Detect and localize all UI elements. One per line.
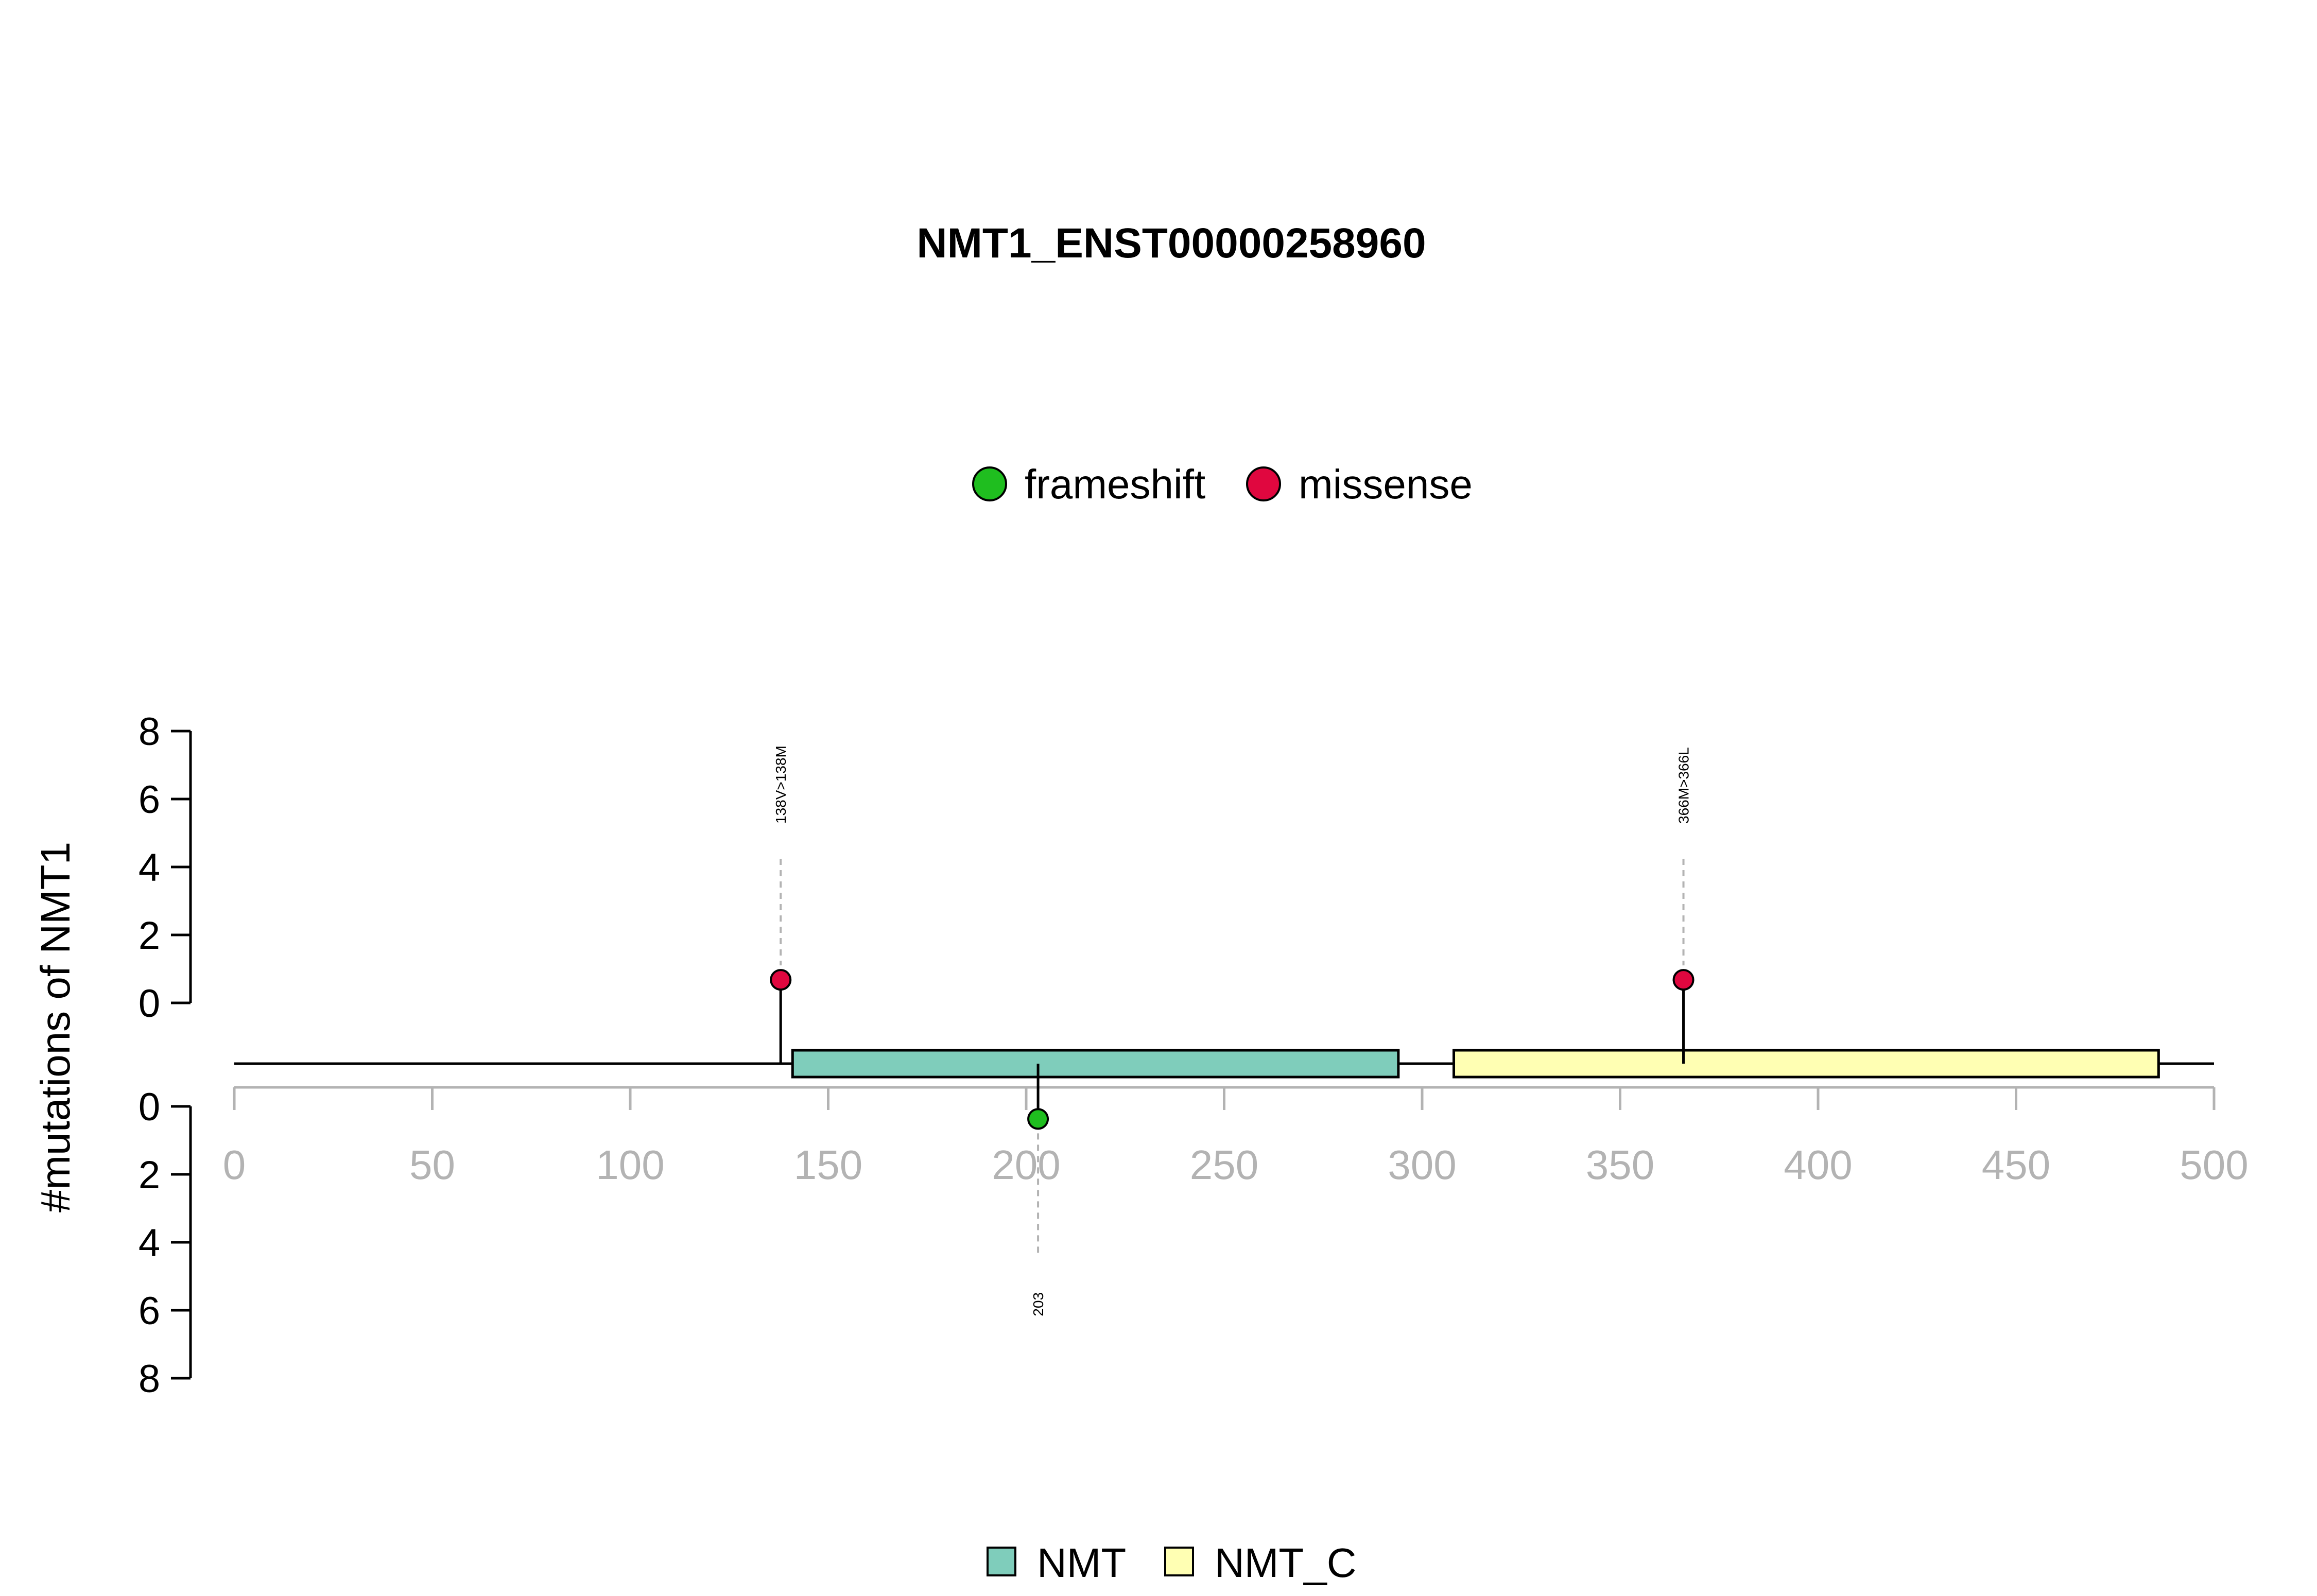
x-tick-label-450: 450 — [1982, 1142, 2050, 1188]
legend-label-nmt: NMT — [1037, 1540, 1126, 1586]
y-tick-label-top-8: 8 — [139, 710, 160, 754]
legend-item-nmt: NMT — [987, 1540, 1126, 1586]
y-tick-label-bottom-0: 0 — [139, 1085, 160, 1129]
y-tick-label-top-2: 2 — [139, 914, 160, 958]
mutation-366m-366l: 366M>366L — [1672, 747, 1694, 1064]
mutation-label-203: 203 — [1030, 1292, 1046, 1316]
legend-swatch-nmt-c — [1164, 1547, 1194, 1576]
mutation-point-203 — [1027, 1108, 1049, 1130]
y-axis-label: #mutations of NMT1 — [32, 842, 78, 1212]
x-tick-label-400: 400 — [1784, 1142, 1852, 1188]
x-tick-label-50: 50 — [409, 1142, 455, 1188]
x-tick-label-350: 350 — [1586, 1142, 1654, 1188]
legend-label-nmt-c: NMT_C — [1215, 1540, 1357, 1586]
y-tick-label-top-6: 6 — [139, 778, 160, 822]
mutation-legend: frameshift missense — [972, 461, 1473, 507]
y-tick-label-top-0: 0 — [139, 982, 160, 1026]
chart-title: NMT1_ENST00000258960 — [917, 220, 1426, 267]
mutation-138v-138m: 138V>138M — [770, 745, 792, 1064]
x-tick-label-150: 150 — [794, 1142, 862, 1188]
legend-label-missense: missense — [1299, 461, 1473, 507]
y-tick-label-bottom-6: 6 — [139, 1289, 160, 1333]
x-tick-label-300: 300 — [1388, 1142, 1456, 1188]
legend-item-nmt-c: NMT_C — [1164, 1540, 1357, 1586]
mutation-lollipops: 138V>138M 366M>366L 203 — [770, 745, 1694, 1316]
mutation-point-366m-366l — [1672, 969, 1694, 991]
y-tick-label-top-4: 4 — [139, 846, 160, 890]
legend-marker-frameshift — [972, 466, 1007, 501]
y-axis-bottom: 0 2 4 6 8 — [139, 1085, 192, 1401]
x-tick-label-250: 250 — [1190, 1142, 1258, 1188]
legend-item-missense: missense — [1246, 461, 1473, 507]
legend-item-frameshift: frameshift — [972, 461, 1205, 507]
y-axis-top: 0 2 4 6 8 — [139, 710, 192, 1026]
legend-swatch-nmt — [987, 1547, 1016, 1576]
y-tick-label-bottom-8: 8 — [139, 1357, 160, 1401]
y-tick-label-bottom-2: 2 — [139, 1153, 160, 1197]
y-tick-label-bottom-4: 4 — [139, 1221, 160, 1265]
mutation-203: 203 — [1027, 1064, 1049, 1316]
domain-nmt — [791, 1049, 1400, 1079]
legend-label-frameshift: frameshift — [1025, 461, 1205, 507]
mutation-label-138v-138m: 138V>138M — [773, 745, 789, 824]
x-tick-label-200: 200 — [992, 1142, 1060, 1188]
mutation-label-366m-366l: 366M>366L — [1676, 747, 1692, 824]
x-tick-label-100: 100 — [596, 1142, 664, 1188]
domain-legend: NMT NMT_C — [987, 1540, 1357, 1586]
x-tick-label-0: 0 — [223, 1142, 246, 1188]
domain-boxes — [791, 1049, 2160, 1079]
x-axis: 0 50 100 150 200 250 300 350 400 450 500 — [223, 1086, 2249, 1188]
domain-nmt-c — [1453, 1049, 2160, 1079]
mutation-point-138v-138m — [770, 969, 792, 991]
x-tick-label-500: 500 — [2180, 1142, 2248, 1188]
legend-marker-missense — [1246, 466, 1281, 501]
